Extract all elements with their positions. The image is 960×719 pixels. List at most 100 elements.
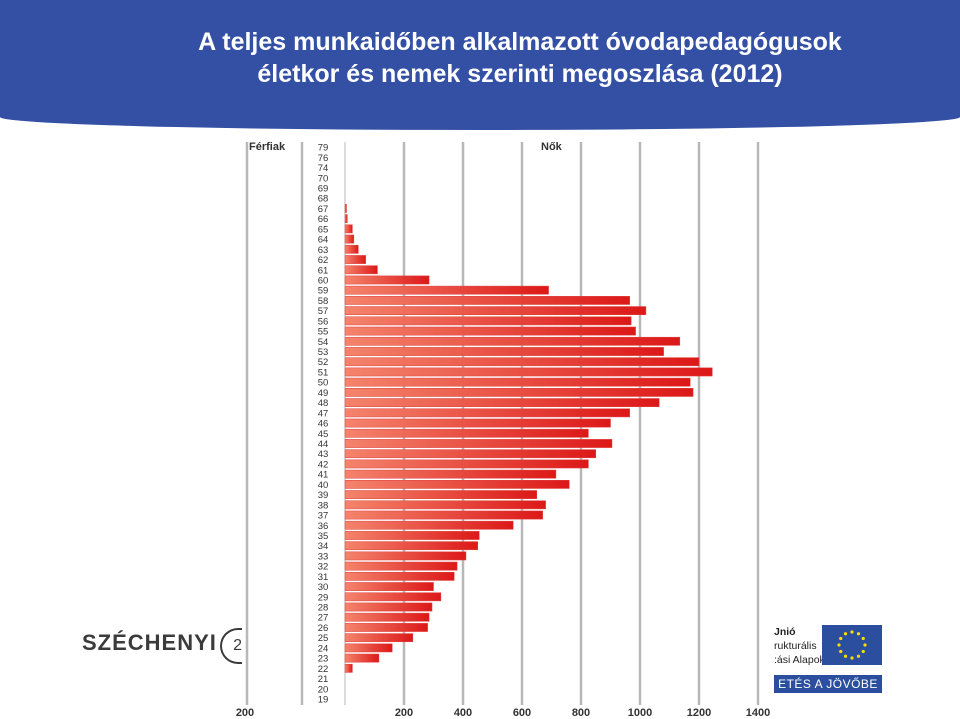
bar-women — [344, 326, 636, 336]
bar-women — [344, 592, 442, 602]
age-label: 61 — [318, 265, 329, 276]
title-line-1: A teljes munkaidőben alkalmazott óvodape… — [198, 28, 842, 56]
men-label: Férfiak — [249, 141, 286, 153]
age-label: 65 — [318, 224, 329, 235]
age-label: 59 — [318, 286, 329, 297]
age-label: 76 — [318, 153, 329, 164]
szechenyi-logo-text: SZÉCHENYI — [82, 630, 217, 655]
age-label: 37 — [318, 511, 329, 522]
age-label: 39 — [318, 490, 329, 501]
bar-women — [344, 408, 630, 418]
bar-women — [344, 244, 359, 254]
age-label: 31 — [318, 572, 329, 583]
age-label: 45 — [318, 429, 329, 440]
age-label: 44 — [318, 439, 329, 450]
age-label: 23 — [318, 654, 329, 665]
age-label: 52 — [318, 357, 329, 368]
x-tick-label: 1000 — [628, 707, 652, 719]
bar-women — [344, 275, 430, 285]
bar-women — [344, 480, 570, 489]
eu-slogan-bar: ETÉS A JÖVŐBE — [774, 675, 882, 693]
bar-women — [344, 520, 514, 530]
age-label: 34 — [318, 541, 329, 552]
bar-women — [344, 428, 589, 438]
bar-women — [344, 357, 700, 367]
age-label: 42 — [318, 459, 329, 470]
bar-women — [344, 541, 478, 551]
age-label: 66 — [318, 214, 329, 225]
bar-women — [344, 469, 557, 479]
bar-women — [344, 336, 681, 346]
eu-caption-line-2: rukturális — [774, 640, 817, 652]
bar-women — [344, 255, 366, 264]
bar-women — [344, 643, 393, 653]
age-label: 58 — [318, 296, 329, 307]
age-label: 29 — [318, 592, 329, 603]
bar-women — [344, 623, 428, 632]
age-label: 48 — [318, 398, 329, 409]
eu-caption: Jnió rukturális :ási Alapok — [774, 625, 825, 667]
bar-women — [344, 367, 713, 377]
bar-women — [344, 306, 647, 315]
age-label: 50 — [318, 378, 329, 389]
bar-women — [344, 612, 430, 622]
age-label: 41 — [318, 470, 329, 481]
age-label: 54 — [318, 337, 329, 348]
x-tick-label: 200 — [236, 707, 254, 719]
bar-women — [344, 551, 467, 561]
age-label: 21 — [318, 674, 329, 685]
age-label: 36 — [318, 521, 329, 532]
bar-women — [344, 439, 613, 448]
age-label: 27 — [318, 613, 329, 624]
bar-women — [344, 204, 347, 213]
age-label: 46 — [318, 419, 329, 430]
age-label: 30 — [318, 582, 329, 593]
age-label: 47 — [318, 408, 329, 419]
bar-women — [344, 316, 632, 326]
age-label: 74 — [318, 163, 329, 174]
age-label: 38 — [318, 500, 329, 511]
bar-women — [344, 490, 537, 499]
x-tick-label: 200 — [395, 707, 413, 719]
age-label: 70 — [318, 173, 329, 184]
age-label: 25 — [318, 633, 329, 644]
age-label: 33 — [318, 551, 329, 562]
title-banner — [0, 0, 960, 130]
bar-women — [344, 571, 455, 581]
x-tick-label: 600 — [513, 707, 531, 719]
bar-women — [344, 418, 611, 428]
age-label: 40 — [318, 480, 329, 491]
age-label: 69 — [318, 183, 329, 194]
bar-women — [344, 449, 596, 459]
bar-women — [344, 663, 353, 673]
bar-women — [344, 510, 543, 520]
bar-women — [344, 265, 378, 275]
age-label: 22 — [318, 664, 329, 675]
eu-caption-line-3: :ási Alapok — [774, 654, 825, 666]
age-label: 62 — [318, 255, 329, 266]
age-label: 67 — [318, 204, 329, 215]
slide-title: A teljes munkaidőben alkalmazott óvodape… — [0, 26, 960, 90]
age-label: 49 — [318, 388, 329, 399]
age-label: 53 — [318, 347, 329, 358]
age-label: 56 — [318, 316, 329, 327]
age-label: 35 — [318, 531, 329, 542]
x-tick-label: 800 — [572, 707, 590, 719]
bar-women — [344, 561, 458, 571]
bar-women — [344, 296, 630, 305]
bar-women — [344, 214, 348, 224]
bar-women — [344, 224, 353, 234]
x-tick-label: 1400 — [746, 707, 770, 719]
age-label: 55 — [318, 327, 329, 338]
bar-women — [344, 653, 380, 663]
age-label: 68 — [318, 194, 329, 205]
bar-women — [344, 582, 434, 591]
age-label: 79 — [318, 143, 329, 154]
bar-women — [344, 388, 694, 397]
age-label: 63 — [318, 245, 329, 256]
age-label: 43 — [318, 449, 329, 460]
bar-women — [344, 398, 660, 407]
x-tick-label: 1200 — [687, 707, 711, 719]
age-label: 28 — [318, 603, 329, 614]
